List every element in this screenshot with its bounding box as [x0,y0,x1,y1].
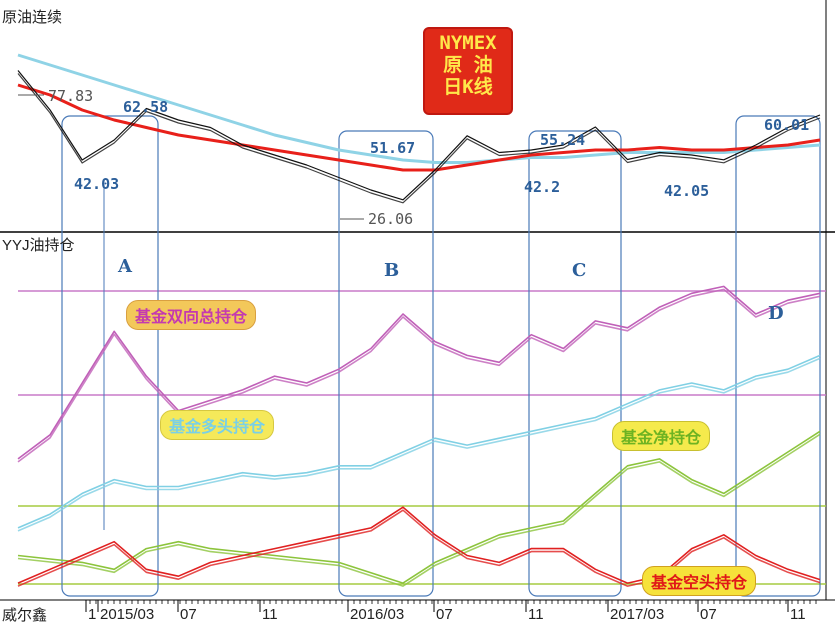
short-position-line-shadow [17,509,821,587]
region-letter-A: A [117,256,133,277]
x-tick-label-6: 07 [436,606,453,623]
x-tick-label-1: 1 [88,606,96,623]
badge-line-2: 原 油 [443,54,493,76]
x-tick-label-5: 2016/03 [350,606,404,623]
x-tick-label-2: 2015/03 [100,606,154,623]
region-box-4 [735,115,821,597]
total-position-line-shadow [17,288,821,463]
ma-cyan-line [17,53,821,164]
region-box-1 [61,115,159,597]
price-label-7: 42.2 [524,178,560,196]
x-axis-indicator: 威尔鑫 [2,606,47,624]
tag-short-position: 基金空头持仓 [642,566,757,596]
price-label-4: 51.67 [370,139,415,157]
top-panel-title: 原油连续 [2,9,62,26]
price-label-3: 42.03 [74,175,119,193]
long-position-line-shadow [17,357,821,532]
long-position-line [17,354,821,529]
ma-red-line [17,83,821,172]
x-tick-label-7: 11 [528,606,544,623]
price-label-9: 60.01 [764,116,809,134]
price-label-8: 42.05 [664,182,709,200]
net-position-line-shadow [17,433,821,587]
price-label-2: 62.58 [123,98,168,116]
tag-total-position: 基金双向总持仓 [126,300,257,330]
region-letter-D: D [768,303,784,324]
region-letter-C: C [572,260,586,281]
x-tick-label-9: 07 [700,606,717,623]
badge-line-1: NYMEX [439,32,497,54]
x-tick-label-10: 11 [790,606,806,623]
badge-line-3: 日K线 [443,76,493,98]
region-box-3 [528,130,622,597]
tag-net-position: 基金净持仓 [612,421,711,451]
tag-long-position: 基金多头持仓 [160,410,275,440]
x-tick-label-3: 07 [180,606,197,623]
nymex-badge: NYMEX 原 油 日K线 [423,27,513,115]
region-box-2 [338,130,434,597]
price-line-shadow [17,73,821,204]
price-label-5: 26.06 [368,210,413,228]
net-position-line [17,430,821,584]
x-tick-label-4: 11 [262,606,278,623]
x-tick-label-8: 2017/03 [610,606,664,623]
total-position-line [17,285,821,460]
price-line [17,70,821,201]
price-label-6: 55.24 [540,131,585,149]
region-letter-B: B [384,260,399,281]
bottom-panel-title: YYJ油持仓 [2,237,75,254]
price-label-1: 77.83 [48,87,93,105]
short-position-line [17,506,821,584]
